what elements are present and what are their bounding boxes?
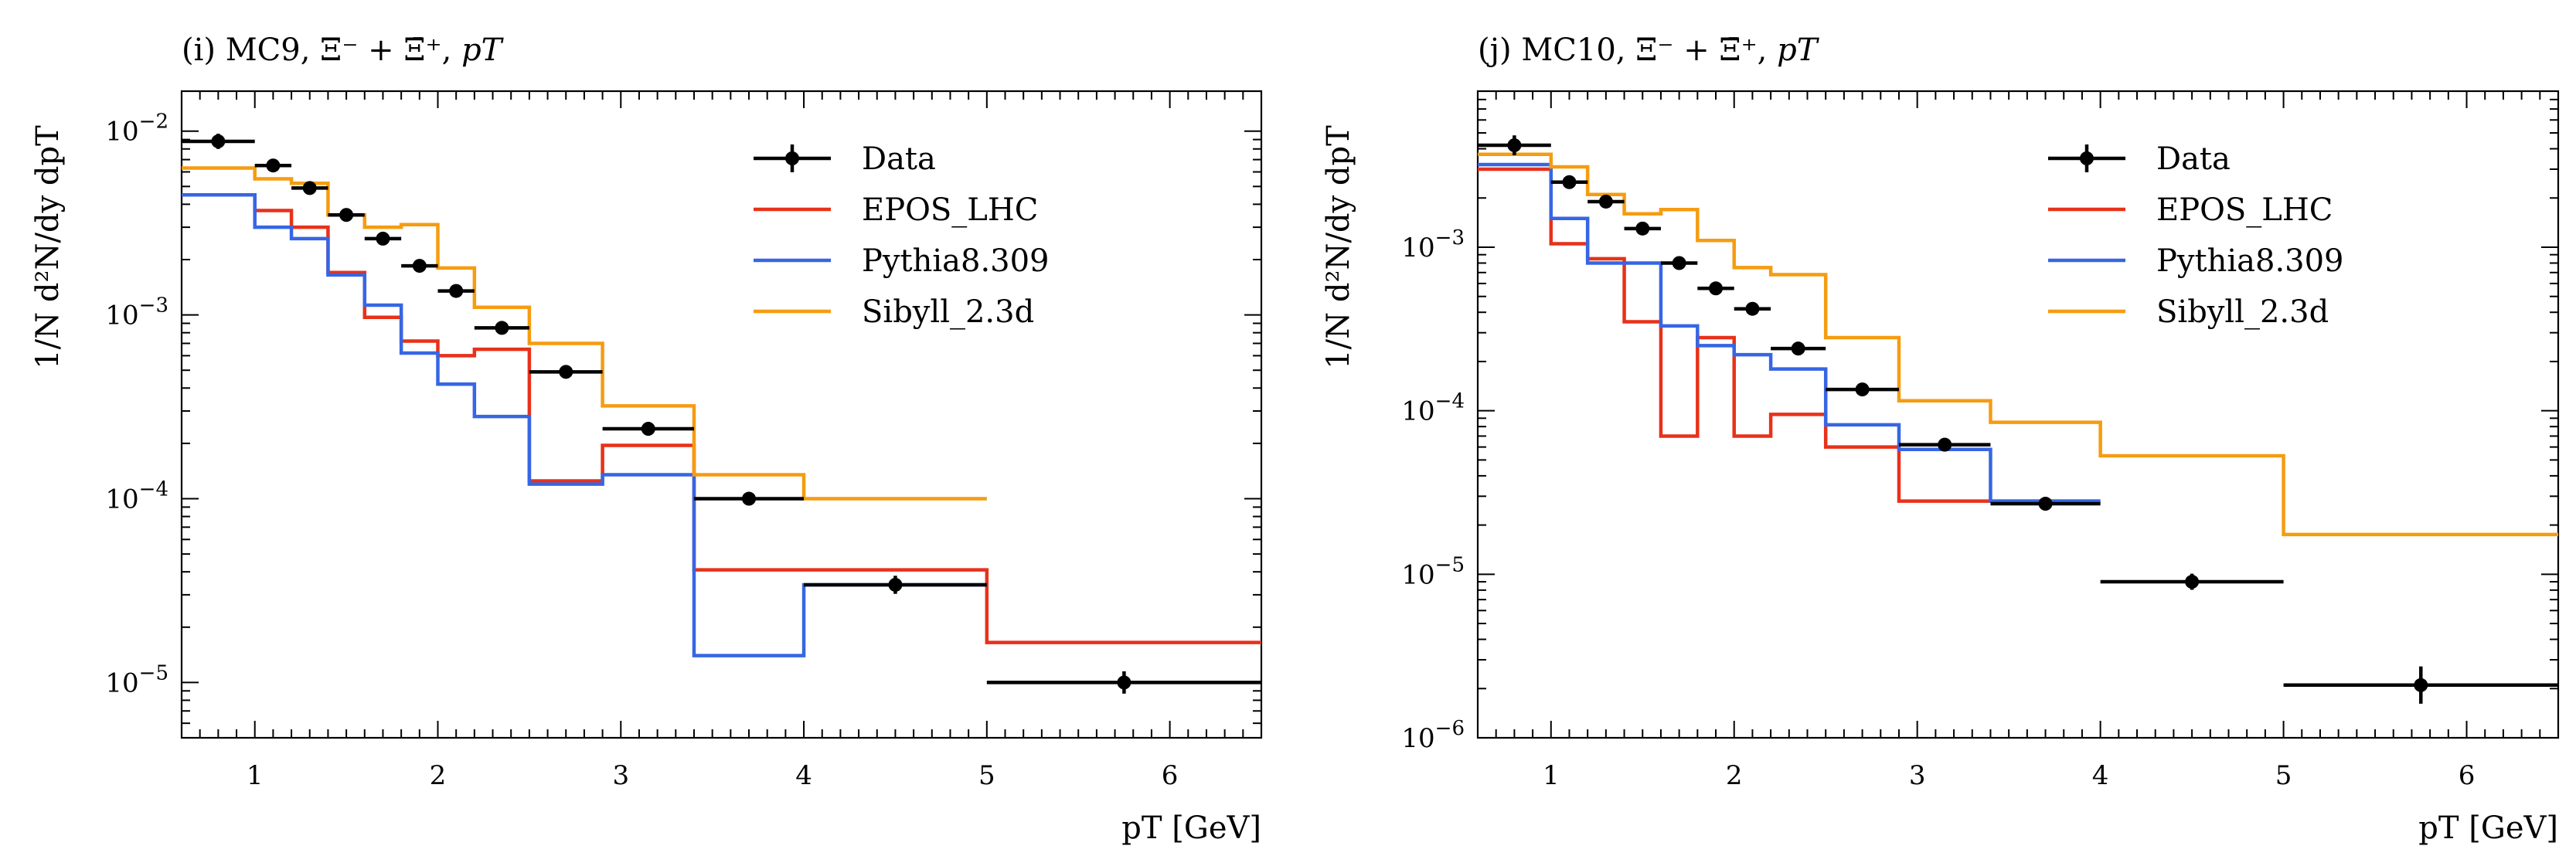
- y-tick-label: 10−5: [1401, 553, 1465, 590]
- data-point: [1117, 675, 1131, 690]
- x-axis-label: pT [GeV]: [2418, 810, 2558, 846]
- title-particles: Ξ⁻ + Ξ̄⁺,: [1635, 32, 1777, 68]
- x-tick-label: 6: [2459, 760, 2476, 791]
- x-tick-label: 3: [612, 760, 629, 791]
- data-point: [211, 134, 226, 148]
- data-point: [1507, 138, 1522, 153]
- legend-label: Sibyll_2.3d: [862, 294, 1034, 330]
- data-point: [412, 259, 427, 273]
- data-point: [1598, 194, 1613, 209]
- data-point: [2038, 497, 2053, 511]
- x-tick-label: 5: [2275, 760, 2292, 791]
- panel-mc10: (j) MC10, Ξ⁻ + Ξ̄⁺, pT 1/N d²N/dy dpT pT […: [1321, 32, 2560, 846]
- y-tick-base: 10: [1401, 723, 1434, 754]
- y-tick-label: 10−4: [1401, 390, 1465, 427]
- y-tick-exponent: −3: [1435, 226, 1465, 250]
- legend-label: Data: [862, 141, 936, 177]
- data-point: [495, 321, 509, 335]
- chart-title: (i) MC9, Ξ⁻ + Ξ̄⁺, pT: [182, 32, 505, 68]
- title-variable: pT: [1777, 32, 1820, 68]
- y-tick-exponent: −4: [139, 478, 168, 501]
- y-tick-exponent: −5: [1435, 553, 1465, 576]
- x-tick-label: 1: [247, 760, 264, 791]
- data-point: [1791, 341, 1805, 356]
- data-point: [641, 422, 655, 436]
- data-point: [449, 284, 464, 298]
- plot-frame: [1476, 90, 2560, 739]
- y-tick-label: 10−6: [1401, 717, 1465, 754]
- s-sibyll-2-3d-histogram: [182, 166, 987, 501]
- data-point: [339, 208, 354, 222]
- x-tick-label: 2: [1726, 760, 1743, 791]
- plot-area: [1478, 135, 2558, 704]
- y-tick-label: 10−3: [105, 294, 168, 331]
- data-point: [1855, 382, 1870, 397]
- panel-mc9: (i) MC9, Ξ⁻ + Ξ̄⁺, pT 1/N d²N/dy dpT pT [G…: [30, 32, 1263, 846]
- legend-label: Sibyll_2.3d: [2156, 294, 2329, 330]
- data-point: [2185, 575, 2200, 589]
- data-point: [1562, 175, 1577, 189]
- y-tick-label: 10−2: [105, 110, 168, 148]
- y-tick-base: 10: [1401, 396, 1434, 427]
- x-tick-label: 4: [2092, 760, 2109, 791]
- plot-frame: [180, 90, 1263, 739]
- y-tick-exponent: −5: [139, 661, 168, 684]
- title-label: (i) MC9,: [182, 32, 320, 68]
- data-point: [376, 231, 390, 246]
- x-tick-label: 6: [1162, 760, 1179, 791]
- y-tick-exponent: −6: [1435, 717, 1465, 740]
- y-axis-label: 1/N d²N/dy dpT: [30, 125, 66, 369]
- data-point: [1672, 256, 1686, 270]
- title-label: (j) MC10,: [1478, 32, 1635, 68]
- x-axis-label: pT [GeV]: [1121, 810, 1261, 846]
- y-tick-label: 10−3: [1401, 226, 1465, 263]
- legend-marker: [2080, 151, 2094, 165]
- y-tick-base: 10: [105, 117, 138, 148]
- legend-label: Pythia8.309: [2156, 243, 2344, 279]
- x-tick-label: 4: [795, 760, 812, 791]
- y-tick-exponent: −4: [1435, 390, 1465, 413]
- s-pythia8-309-histogram: [1478, 162, 2101, 503]
- data-point: [888, 577, 903, 592]
- data-point: [266, 158, 281, 173]
- legend-label: Data: [2156, 141, 2231, 177]
- y-axis-label: 1/N d²N/dy dpT: [1321, 125, 1356, 369]
- y-tick-base: 10: [105, 667, 138, 698]
- y-tick-base: 10: [1401, 233, 1434, 263]
- s-epos-lhc-histogram: [182, 192, 1261, 644]
- legend-label: EPOS_LHC: [862, 192, 1038, 228]
- title-variable: pT: [461, 32, 505, 68]
- y-tick-exponent: −2: [139, 110, 168, 134]
- legend-marker: [785, 151, 799, 165]
- legend-label: Pythia8.309: [862, 243, 1050, 279]
- y-tick-base: 10: [105, 301, 138, 331]
- data-point: [742, 491, 757, 506]
- data-point: [559, 365, 573, 379]
- x-tick-label: 2: [430, 760, 447, 791]
- title-particles: Ξ⁻ + Ξ̄⁺,: [320, 32, 461, 68]
- y-tick-label: 10−5: [105, 661, 168, 698]
- data-point: [1709, 281, 1724, 296]
- data-point: [302, 181, 317, 195]
- s-sibyll-2-3d-histogram: [1478, 152, 2558, 537]
- data-point: [1635, 221, 1650, 236]
- s-pythia8-309-histogram: [182, 192, 987, 657]
- chart-title: (j) MC10, Ξ⁻ + Ξ̄⁺, pT: [1478, 32, 1820, 68]
- data-point: [1745, 301, 1760, 316]
- data-point: [1938, 437, 1952, 452]
- y-tick-exponent: −3: [139, 294, 168, 318]
- x-tick-label: 5: [978, 760, 995, 791]
- y-tick-base: 10: [105, 484, 138, 515]
- data-point: [2414, 678, 2428, 692]
- x-tick-label: 3: [1909, 760, 1926, 791]
- legend-label: EPOS_LHC: [2156, 192, 2333, 228]
- y-tick-base: 10: [1401, 559, 1434, 590]
- x-tick-label: 1: [1543, 760, 1560, 791]
- y-tick-label: 10−4: [105, 478, 168, 515]
- plot-area: [182, 134, 1261, 694]
